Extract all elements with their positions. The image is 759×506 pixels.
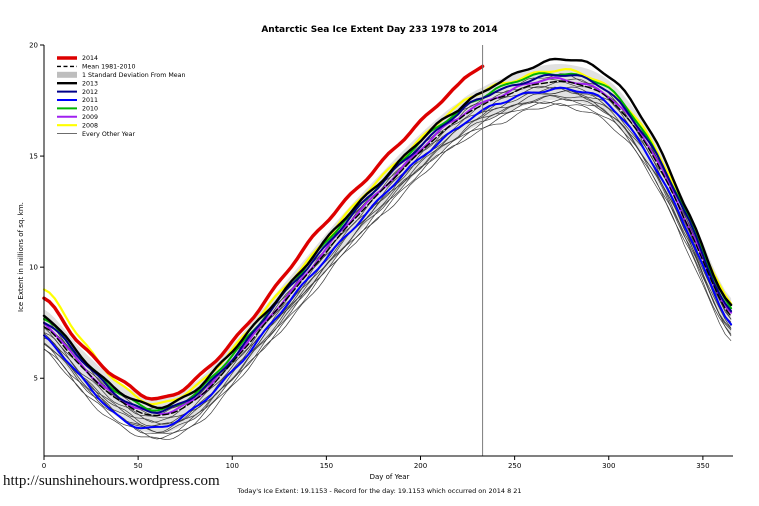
x-tick-label: 100 — [226, 462, 239, 470]
legend-label: 2012 — [82, 89, 98, 96]
legend-label: 2013 — [82, 80, 98, 87]
other-year-line — [43, 95, 732, 434]
x-tick-label: 50 — [134, 462, 143, 470]
blog-url-link[interactable]: http://sunshinehours.wordpress.com — [3, 473, 220, 489]
series-line-2013 — [42, 57, 733, 410]
other-year-line — [43, 98, 732, 435]
x-axis-label: Day of Year — [369, 473, 410, 481]
legend-label: Every Other Year — [82, 131, 136, 138]
footer-note: Today's Ice Extent: 19.1153 - Record for… — [237, 487, 522, 495]
other-year-line — [43, 86, 732, 425]
x-tick-label: 0 — [42, 462, 46, 470]
x-tick-label: 250 — [508, 462, 521, 470]
x-tick-label: 350 — [696, 462, 709, 470]
y-tick-label: 15 — [29, 152, 38, 160]
series-line-mean-1981-2010 — [43, 80, 732, 417]
other-year-line — [43, 103, 732, 441]
x-tick-label: 200 — [414, 462, 427, 470]
legend-label: 2009 — [82, 114, 98, 121]
y-tick-label: 10 — [29, 264, 38, 272]
x-tick-label: 150 — [320, 462, 333, 470]
y-tick-label: 20 — [29, 41, 38, 49]
legend-label: 1 Standard Deviation From Mean — [82, 72, 186, 79]
legend-label: Mean 1981-2010 — [82, 64, 135, 71]
other-year-line — [43, 90, 732, 428]
legend-label: 2014 — [82, 55, 98, 62]
other-year-line — [43, 101, 732, 440]
series-line-2011 — [43, 86, 733, 430]
std-dev-band — [44, 64, 732, 434]
legend-label: 2008 — [82, 122, 98, 129]
other-year-line — [43, 95, 732, 433]
y-tick-label: 5 — [34, 375, 38, 383]
series-line-2014 — [42, 64, 485, 401]
legend-swatch-patch — [57, 71, 77, 78]
legend-label: 2011 — [82, 97, 98, 104]
x-tick-label: 300 — [602, 462, 615, 470]
other-year-line — [43, 90, 732, 427]
series-line-2012 — [43, 73, 733, 414]
chart-title: Antarctic Sea Ice Extent Day 233 1978 to… — [261, 25, 498, 35]
legend-label: 2010 — [82, 106, 98, 113]
